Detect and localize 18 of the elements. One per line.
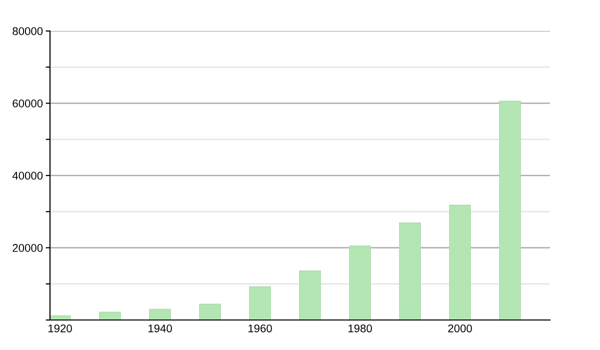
bar <box>199 304 221 320</box>
bar <box>249 286 271 320</box>
bar <box>299 270 321 320</box>
x-tick-label: 1940 <box>148 324 172 332</box>
bar <box>349 246 371 320</box>
x-tick-label: 1960 <box>248 324 272 332</box>
x-tick-label: 1980 <box>348 324 372 332</box>
y-tick-label: 80000 <box>12 27 43 36</box>
bar <box>499 100 521 320</box>
y-tick-label: 60000 <box>12 100 43 108</box>
bar <box>449 204 471 320</box>
bar <box>399 222 421 320</box>
bar <box>149 308 171 320</box>
x-tick-label: 2000 <box>448 324 472 332</box>
bar <box>99 312 121 320</box>
y-tick-label: 20000 <box>12 244 43 252</box>
x-tick-label: 1920 <box>48 324 72 332</box>
y-tick-label: 40000 <box>12 172 43 180</box>
